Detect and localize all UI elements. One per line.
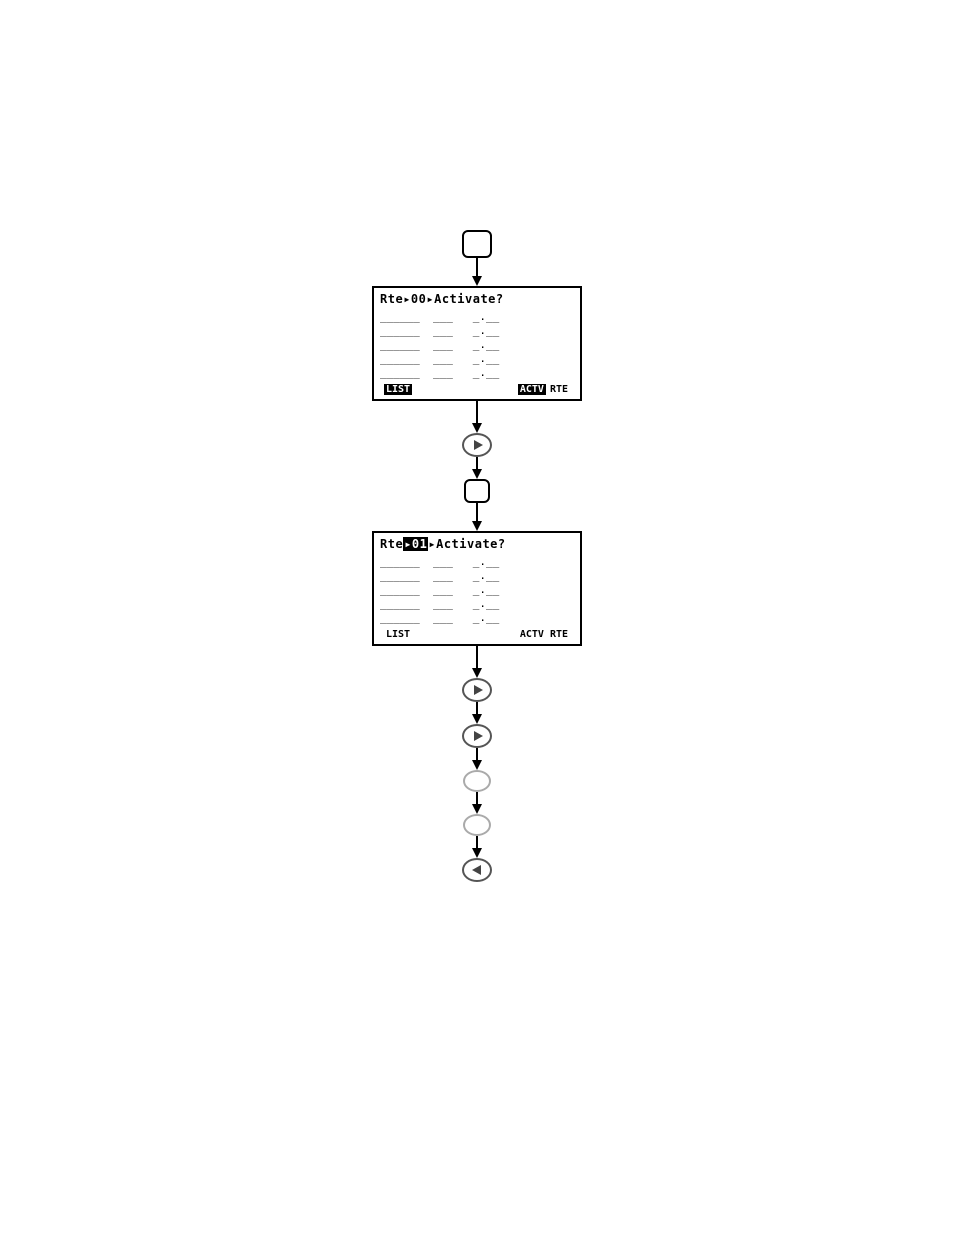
title-num: 01 <box>412 537 427 551</box>
arrow-7 <box>472 748 482 770</box>
title-suffix: Activate? <box>436 537 506 551</box>
menu-rte: RTE <box>548 384 570 395</box>
screen-2-title: Rte▸01▸Activate? <box>380 537 574 551</box>
screen-1: Rte▸00▸Activate? ______ ___ _.__ ______ … <box>372 286 582 401</box>
button-node-top <box>462 230 492 258</box>
screen-2-row: ______ ___ _.__ <box>380 569 574 583</box>
arrow-6 <box>472 702 482 724</box>
screen-1-row: ______ ___ _.__ <box>380 366 574 380</box>
screen-1-row: ______ ___ _.__ <box>380 338 574 352</box>
left-button <box>462 858 492 882</box>
triangle-left-icon <box>472 865 481 875</box>
right-button-1 <box>462 433 492 457</box>
arrow-9 <box>472 836 482 858</box>
screen-2: Rte▸01▸Activate? ______ ___ _.__ ______ … <box>372 531 582 646</box>
screen-1-row: ______ ___ _.__ <box>380 352 574 366</box>
arrow-5 <box>472 646 482 678</box>
title-prefix: Rte <box>380 292 403 306</box>
menu-actv: ACTV <box>518 384 546 395</box>
blank-button-1 <box>463 770 491 792</box>
arrow-1 <box>472 258 482 286</box>
title-prefix: Rte <box>380 537 403 551</box>
title-num: 00 <box>411 292 426 306</box>
arrow-2 <box>472 401 482 433</box>
right-button-3 <box>462 724 492 748</box>
screen-1-menu: LIST ACTV RTE <box>380 384 574 397</box>
arrow-8 <box>472 792 482 814</box>
screen-2-row: ______ ___ _.__ <box>380 583 574 597</box>
triangle-right-icon <box>474 685 483 695</box>
triangle-right-icon <box>474 440 483 450</box>
screen-2-row: ______ ___ _.__ <box>380 597 574 611</box>
screen-2-row: ______ ___ _.__ <box>380 555 574 569</box>
arrow-4 <box>472 503 482 531</box>
triangle-right-icon <box>474 731 483 741</box>
screen-1-title: Rte▸00▸Activate? <box>380 292 574 306</box>
screen-1-row: ______ ___ _.__ <box>380 324 574 338</box>
flowchart: Rte▸00▸Activate? ______ ___ _.__ ______ … <box>372 230 582 1235</box>
menu-list: LIST <box>384 384 412 395</box>
screen-1-row: ______ ___ _.__ <box>380 310 574 324</box>
arrow-3 <box>472 457 482 479</box>
menu-actv: ACTV <box>518 629 546 640</box>
screen-2-row: ______ ___ _.__ <box>380 611 574 625</box>
title-suffix: Activate? <box>434 292 504 306</box>
blank-button-2 <box>463 814 491 836</box>
screen-2-menu: LIST ACTV RTE <box>380 629 574 642</box>
right-button-2 <box>462 678 492 702</box>
menu-list: LIST <box>384 629 412 640</box>
button-node-mid <box>464 479 490 503</box>
menu-rte: RTE <box>548 629 570 640</box>
